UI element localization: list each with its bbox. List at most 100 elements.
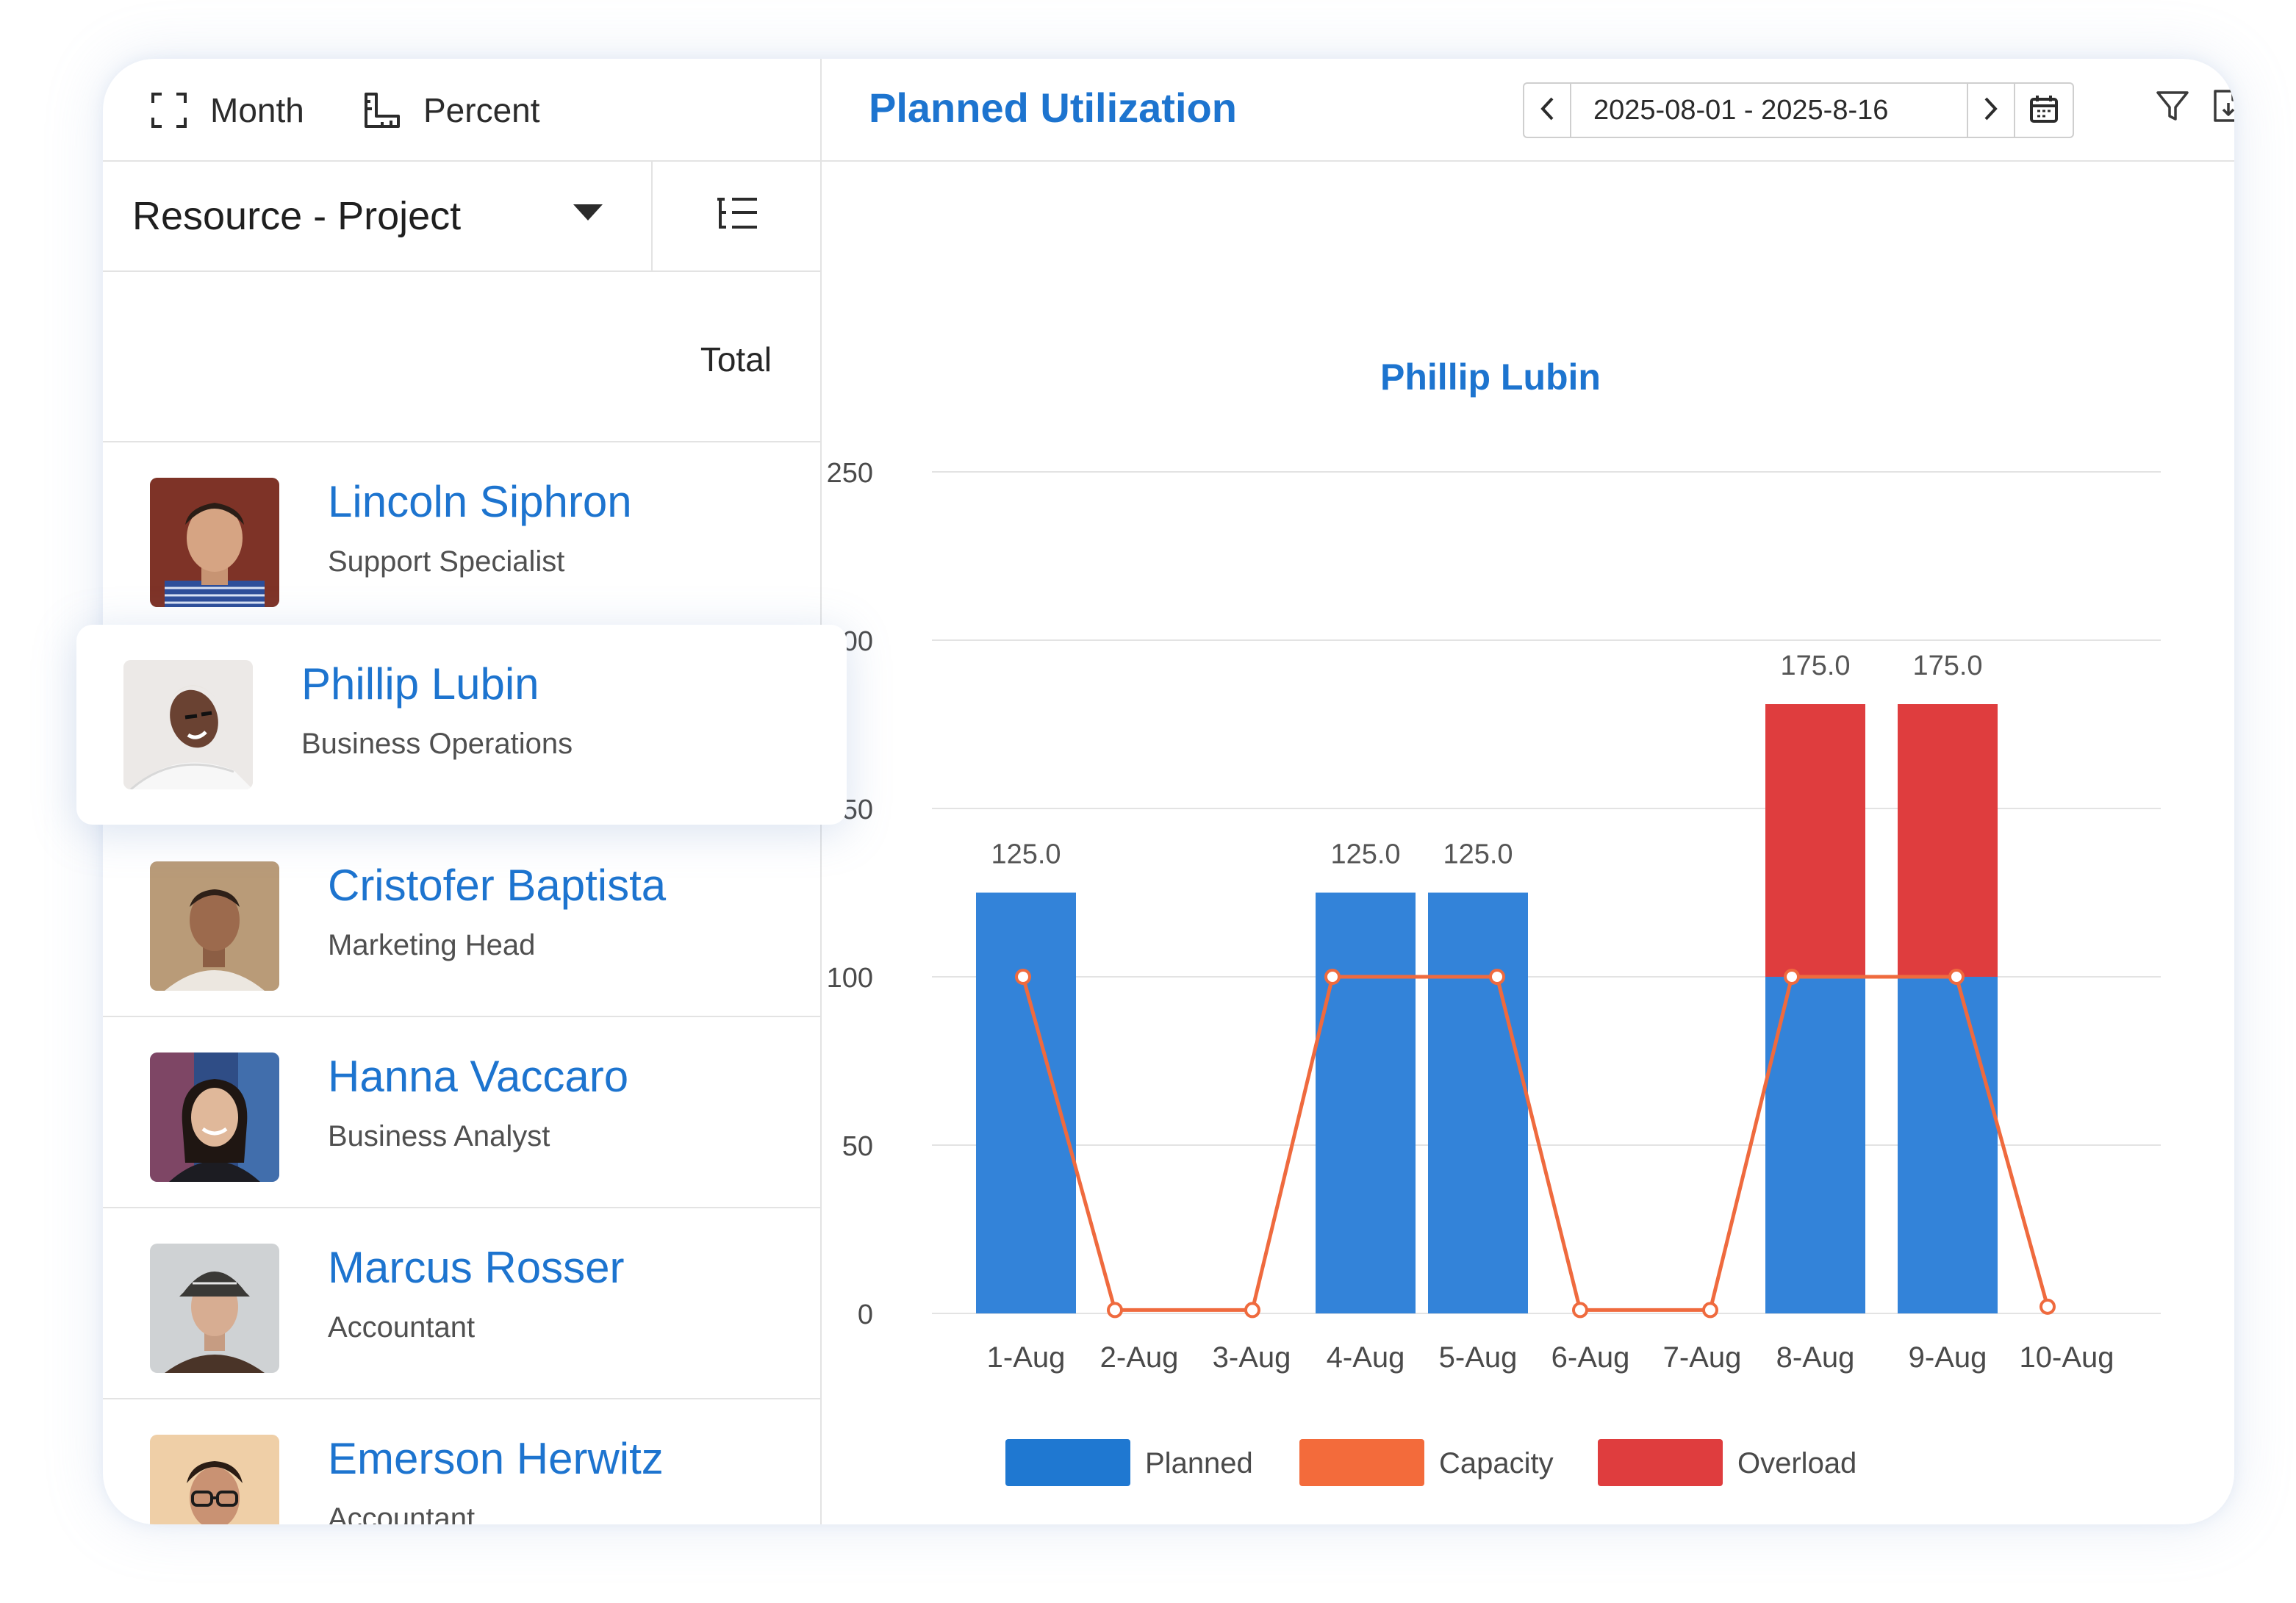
resource-name: Emerson Herwitz (328, 1434, 664, 1483)
percent-label: Percent (423, 91, 540, 129)
overload-bar (1765, 704, 1865, 977)
caret-down-icon (573, 204, 603, 226)
y-tick-label: 100 (827, 963, 873, 994)
legend-label-overload: Overload (1737, 1447, 1856, 1480)
resource-name: Marcus Rosser (328, 1243, 625, 1292)
capacity-point (1244, 1302, 1260, 1319)
utilization-panel: Planned Utilization 2025-08-01 - 2025-8-… (822, 59, 2234, 1524)
resource-row-phillip-lubin[interactable]: Phillip Lubin Business Operations (76, 625, 847, 825)
resource-role: Business Analyst (328, 1120, 550, 1152)
resource-name: Lincoln Siphron (328, 477, 632, 526)
planned-bar (1316, 892, 1416, 1313)
legend-swatch-overload (1598, 1439, 1723, 1486)
y-tick-label: 250 (827, 458, 873, 489)
resource-panel: Month Percent Resource - Project (103, 59, 822, 1524)
resource-row-marcus-rosser[interactable]: Marcus Rosser Accountant (103, 1208, 820, 1399)
percent-button[interactable]: Percent (363, 88, 540, 132)
x-tick-label: 8-Aug (1776, 1341, 1855, 1374)
groupby-row: Resource - Project (103, 162, 820, 272)
calendar-button[interactable] (2015, 84, 2073, 137)
capacity-point (1107, 1302, 1123, 1319)
resource-role: Accountant (328, 1502, 476, 1524)
legend-label-planned: Planned (1145, 1447, 1253, 1480)
avatar (150, 1435, 279, 1524)
file-download-icon[interactable] (2212, 88, 2234, 127)
fullscreen-bracket-icon (150, 91, 188, 129)
month-button[interactable]: Month (150, 88, 304, 132)
capacity-point (1948, 969, 1965, 985)
capacity-series (1015, 969, 2056, 1319)
planned-bar (1428, 892, 1528, 1313)
avatar (150, 478, 279, 607)
data-labels: 125.0 125.0 125.0 175.0 175.0 (991, 650, 1982, 869)
tree-view-button[interactable] (654, 162, 820, 270)
resource-name: Hanna Vaccaro (328, 1052, 629, 1101)
chart-legend: Planned Capacity Overload (1005, 1439, 1856, 1486)
total-column-label: Total (700, 340, 772, 379)
overload-bar (1898, 704, 1998, 977)
resource-role: Support Specialist (328, 545, 565, 578)
chevron-right-icon (1983, 96, 1999, 125)
x-tick-label: 3-Aug (1213, 1341, 1291, 1374)
capacity-point (1324, 969, 1341, 985)
y-tick-label: 0 (858, 1299, 873, 1330)
resource-row-lincoln-siphron[interactable]: Lincoln Siphron Support Specialist (103, 442, 820, 634)
legend-swatch-capacity (1299, 1439, 1424, 1486)
resource-row-hanna-vaccaro[interactable]: Hanna Vaccaro Business Analyst (103, 1017, 820, 1208)
capacity-line (1021, 975, 2050, 1312)
resource-name: Cristofer Baptista (328, 861, 667, 910)
planned-bar (1898, 977, 1998, 1313)
x-tick-label: 1-Aug (987, 1341, 1066, 1374)
view-toolbar: Month Percent (103, 59, 820, 162)
avatar (150, 1244, 279, 1373)
resource-name: Phillip Lubin (301, 659, 539, 709)
capacity-point (1784, 969, 1800, 985)
utilization-chart: Phillip Lubin 125.0 125.0 125.0 175.0 175.0 … (822, 162, 2234, 1524)
chart-title: Phillip Lubin (1380, 356, 1601, 398)
y-tick-label: 50 (842, 1131, 873, 1162)
capacity-point (1015, 969, 1031, 985)
x-tick-label: 2-Aug (1100, 1341, 1179, 1374)
data-label: 175.0 (1912, 650, 1982, 681)
data-label: 125.0 (991, 839, 1061, 870)
page-title: Planned Utilization (869, 85, 1237, 131)
capacity-point (1702, 1302, 1718, 1319)
month-label: Month (210, 91, 304, 129)
capacity-point (1489, 969, 1505, 985)
x-tick-label: 4-Aug (1327, 1341, 1405, 1374)
data-label: 175.0 (1780, 650, 1850, 681)
x-tick-label: 7-Aug (1663, 1341, 1742, 1374)
chevron-left-icon (1539, 96, 1555, 125)
groupby-dropdown[interactable]: Resource - Project (103, 162, 653, 270)
planned-bar (976, 892, 1076, 1313)
avatar (123, 660, 253, 789)
x-tick-label: 6-Aug (1551, 1341, 1630, 1374)
x-tick-label: 5-Aug (1439, 1341, 1518, 1374)
filter-icon[interactable] (2155, 88, 2190, 127)
planned-bar (1765, 977, 1865, 1313)
resource-row-cristofer-baptista[interactable]: Cristofer Baptista Marketing Head (103, 826, 820, 1017)
tree-list-icon (716, 196, 758, 237)
list-column-header: Total (103, 272, 820, 442)
capacity-point (2040, 1298, 2056, 1315)
previous-period-button[interactable] (1524, 84, 1571, 137)
legend-label-capacity: Capacity (1439, 1447, 1554, 1480)
calendar-icon (2029, 94, 2059, 127)
capacity-point (1572, 1302, 1588, 1319)
x-tick-label: 9-Aug (1909, 1341, 1987, 1374)
data-label: 125.0 (1330, 839, 1400, 870)
resource-role: Accountant (328, 1311, 476, 1344)
resource-row-emerson-herwitz[interactable]: Emerson Herwitz Accountant (103, 1399, 820, 1524)
utilization-header: Planned Utilization 2025-08-01 - 2025-8-… (822, 59, 2234, 162)
x-tick-label: 10-Aug (2020, 1341, 2114, 1374)
bar-series (976, 704, 1998, 1313)
next-period-button[interactable] (1968, 84, 2015, 137)
ruler-icon (363, 91, 401, 129)
resource-role: Business Operations (301, 728, 573, 760)
resource-role: Marketing Head (328, 929, 536, 961)
data-label: 125.0 (1443, 839, 1513, 870)
date-range-picker: 2025-08-01 - 2025-8-16 (1523, 82, 2074, 138)
groupby-value: Resource - Project (132, 194, 462, 238)
date-range-input[interactable]: 2025-08-01 - 2025-8-16 (1571, 84, 1968, 137)
